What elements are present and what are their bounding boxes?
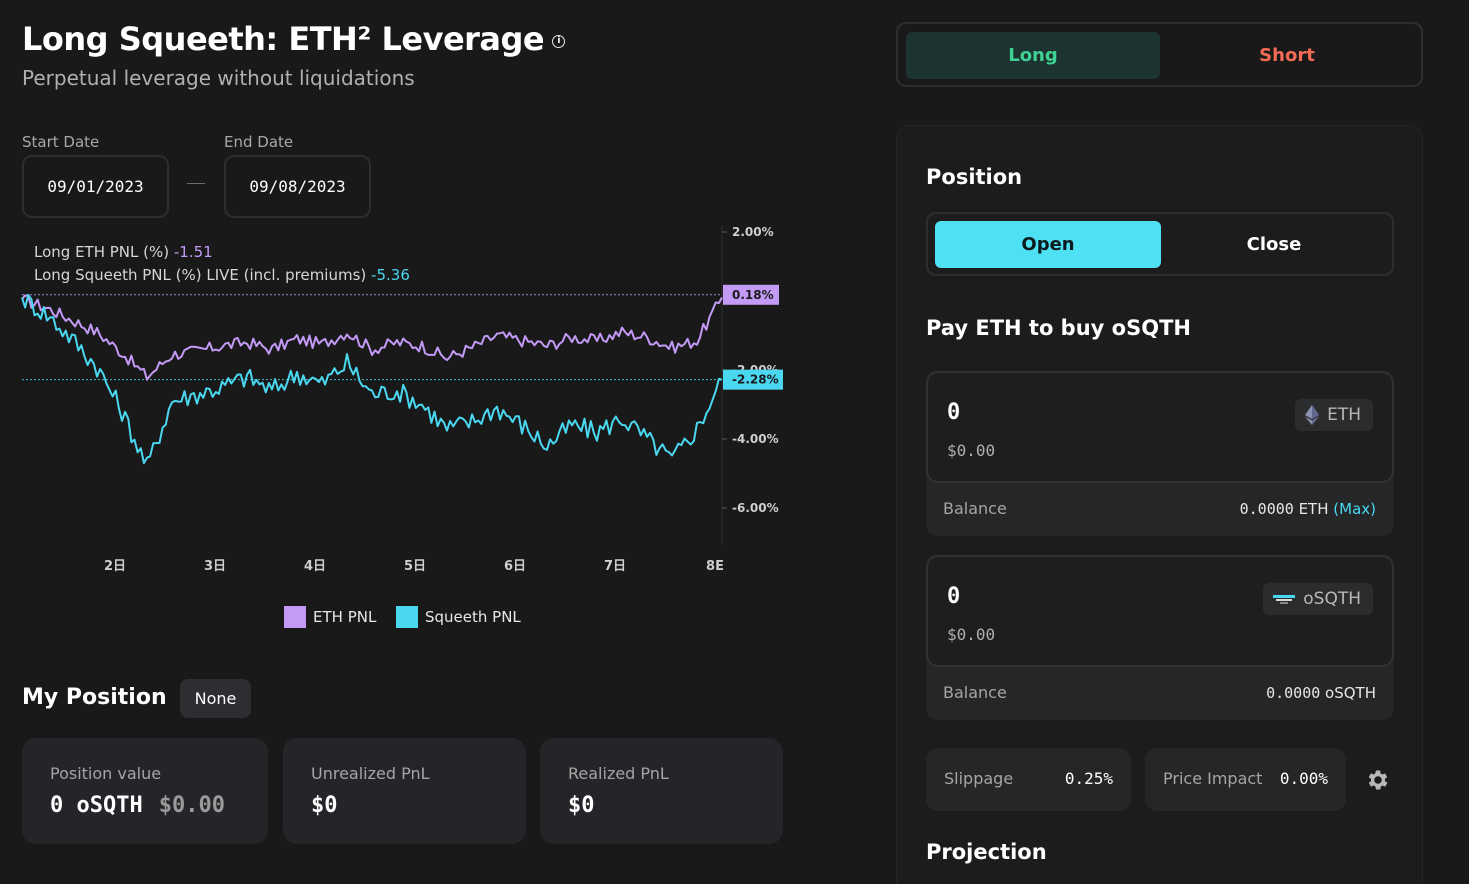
- eth-balance-amount: 0.0000: [1239, 500, 1294, 518]
- x-tick-label: 2日: [104, 559, 126, 574]
- unrealized-pnl-label: Unrealized PnL: [311, 764, 430, 783]
- page-subtitle: Perpetual leverage without liquidations: [22, 66, 415, 90]
- eth-pnl-readout: Long ETH PNL (%) -1.51: [34, 243, 213, 261]
- eth-balance-unit: ETH: [1293, 500, 1334, 518]
- legend-squeeth-swatch: [396, 606, 418, 628]
- osqth-balance-amount: 0.0000: [1266, 684, 1321, 702]
- osqth-balance-label: Balance: [943, 683, 1007, 702]
- position-status-badge: None: [180, 679, 251, 718]
- max-button[interactable]: (Max): [1333, 500, 1376, 518]
- position-value-osqth: 0 oSQTH: [50, 793, 143, 818]
- eth-usd-value: $0.00: [947, 441, 996, 460]
- legend-eth[interactable]: ETH PNL: [284, 606, 376, 628]
- osqth-input-group: 0 $0.00 oSQTH Balance 0.0000 oSQTH: [926, 555, 1394, 720]
- x-tick-label: 6日: [504, 559, 526, 574]
- realized-pnl-value: $0: [568, 793, 595, 818]
- x-tick-label: 3日: [204, 559, 226, 574]
- x-tick-label: 7日: [604, 559, 626, 574]
- osqth-input-box[interactable]: 0 $0.00 oSQTH: [926, 555, 1394, 667]
- squeeth-pnl-value: -5.36: [371, 266, 410, 284]
- legend-eth-swatch: [284, 606, 306, 628]
- start-date-label: Start Date: [22, 133, 100, 151]
- position-value-usd: $0.00: [158, 793, 225, 818]
- y-tick-label: 2.00%: [732, 225, 774, 239]
- page-title: Long Squeeth: ETH² Leverage i: [22, 20, 566, 58]
- legend-squeeth-label: Squeeth PNL: [425, 608, 521, 626]
- date-separator: [187, 183, 205, 184]
- x-tick-label: 8E: [706, 559, 724, 574]
- slippage-value: 0.25%: [1064, 769, 1113, 788]
- eth-amount-input[interactable]: 0: [947, 400, 961, 425]
- squeeth-pnl-readout: Long Squeeth PNL (%) LIVE (incl. premium…: [34, 266, 410, 284]
- osqth-balance: 0.0000 oSQTH: [1266, 684, 1376, 702]
- osqth-token-label: oSQTH: [1303, 589, 1361, 609]
- squeeth-price-tag: [723, 369, 783, 390]
- pay-heading: Pay ETH to buy oSQTH: [926, 316, 1191, 340]
- x-tick-label: 5日: [404, 559, 426, 574]
- eth-token-label: ETH: [1327, 405, 1361, 425]
- realized-pnl-card: Realized PnL $0: [540, 738, 783, 844]
- gear-icon[interactable]: [1365, 767, 1391, 793]
- y-tick-label: -6.00%: [732, 501, 779, 515]
- eth-pnl-line: [21, 294, 723, 381]
- position-value: 0 oSQTH $0.00: [50, 793, 225, 818]
- eth-token-chip: ETH: [1295, 399, 1373, 431]
- page-title-text: Long Squeeth: ETH² Leverage: [22, 20, 545, 58]
- unrealized-pnl-value: $0: [311, 793, 338, 818]
- price-impact-value: 0.00%: [1279, 769, 1328, 788]
- eth-input-box[interactable]: 0 $0.00 ETH: [926, 371, 1394, 483]
- price-impact-pill: Price Impact 0.00%: [1145, 748, 1346, 811]
- slippage-pill[interactable]: Slippage 0.25%: [926, 748, 1131, 811]
- info-icon[interactable]: i: [552, 34, 566, 48]
- position-value-card: Position value 0 oSQTH $0.00: [22, 738, 268, 844]
- open-close-toggle: Open Close: [926, 212, 1394, 276]
- eth-price-tag: [723, 284, 779, 305]
- pnl-chart[interactable]: 2.00%-2.00%-4.00%-6.00%2日3日4日5日6日7日8E0.1…: [0, 220, 790, 590]
- eth-input-group: 0 $0.00 ETH Balance 0.0000 ETH (Max): [926, 371, 1394, 536]
- eth-pnl-label: Long ETH PNL (%): [34, 243, 170, 261]
- osqth-amount-input[interactable]: 0: [947, 584, 961, 609]
- ethereum-icon: [1305, 405, 1320, 425]
- squeeth-pnl-label: Long Squeeth PNL (%) LIVE (incl. premium…: [34, 266, 367, 284]
- projection-heading: Projection: [926, 840, 1047, 864]
- x-tick-label: 4日: [304, 559, 326, 574]
- slippage-label: Slippage: [944, 769, 1014, 788]
- unrealized-pnl-card: Unrealized PnL $0: [283, 738, 526, 844]
- osqth-usd-value: $0.00: [947, 625, 996, 644]
- price-impact-label: Price Impact: [1163, 769, 1263, 788]
- osqth-token-chip: oSQTH: [1263, 583, 1373, 615]
- eth-balance: 0.0000 ETH (Max): [1240, 500, 1376, 518]
- legend-squeeth[interactable]: Squeeth PNL: [396, 606, 521, 628]
- end-date-input[interactable]: 09/08/2023: [224, 155, 371, 218]
- eth-balance-label: Balance: [943, 499, 1007, 518]
- end-date-label: End Date: [224, 133, 294, 151]
- trade-panel: Position Open Close Pay ETH to buy oSQTH…: [896, 125, 1423, 884]
- my-position-title: My Position: [22, 685, 167, 710]
- eth-pnl-value: -1.51: [173, 243, 213, 261]
- position-value-label: Position value: [50, 764, 162, 783]
- legend-eth-label: ETH PNL: [313, 608, 377, 626]
- osqth-balance-unit: oSQTH: [1320, 684, 1376, 702]
- long-tab[interactable]: Long: [906, 32, 1160, 79]
- eth-price-tag-label: 0.18%: [732, 288, 774, 302]
- short-tab[interactable]: Short: [1259, 45, 1315, 66]
- squeeth-pnl-line: [21, 294, 723, 465]
- open-tab[interactable]: Open: [935, 221, 1161, 268]
- close-tab[interactable]: Close: [1246, 234, 1302, 255]
- position-heading: Position: [926, 165, 1023, 189]
- realized-pnl-label: Realized PnL: [568, 764, 669, 783]
- start-date-input[interactable]: 09/01/2023: [22, 155, 169, 218]
- osqth-icon: [1273, 595, 1296, 604]
- y-tick-label: -4.00%: [732, 432, 779, 446]
- long-short-toggle: Long Short: [896, 22, 1423, 87]
- squeeth-price-tag-label: -2.28%: [732, 373, 779, 387]
